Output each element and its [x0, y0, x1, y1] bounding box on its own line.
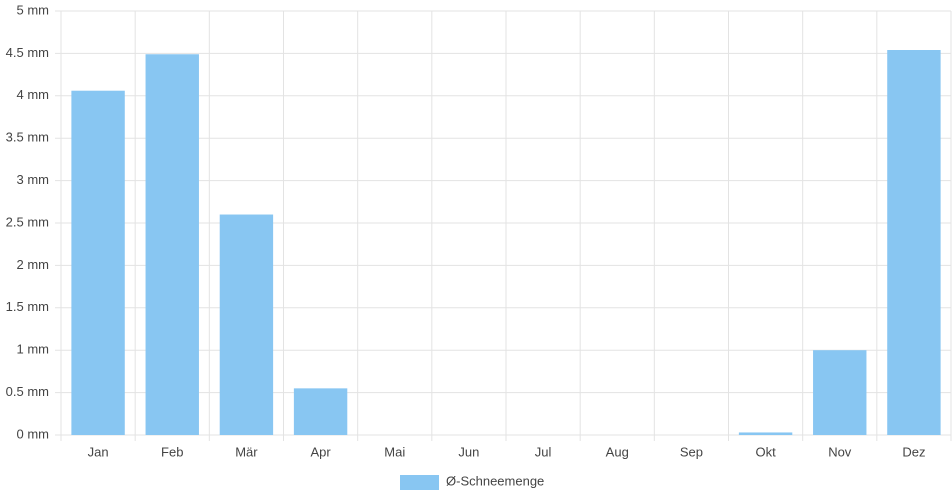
- y-tick-label: 4.5 mm: [6, 45, 49, 60]
- x-tick-label: Apr: [310, 444, 331, 459]
- y-tick-label: 2 mm: [17, 257, 50, 272]
- y-tick-label: 1.5 mm: [6, 299, 49, 314]
- bar: [738, 432, 793, 435]
- x-tick-label: Dez: [902, 444, 925, 459]
- bar: [293, 388, 348, 435]
- x-tick-label: Jan: [88, 444, 109, 459]
- bar: [813, 350, 867, 435]
- x-tick-label: Nov: [828, 444, 852, 459]
- y-tick-label: 3.5 mm: [6, 130, 49, 145]
- x-tick-label: Jul: [535, 444, 552, 459]
- x-tick-label: Okt: [755, 444, 776, 459]
- bar: [887, 50, 941, 436]
- x-tick-label: Sep: [680, 444, 703, 459]
- bar: [145, 54, 199, 436]
- y-tick-label: 2.5 mm: [6, 214, 49, 229]
- x-tick-label: Jun: [458, 444, 479, 459]
- x-tick-label: Mär: [235, 444, 258, 459]
- bar: [219, 214, 274, 435]
- x-tick-label: Mai: [384, 444, 405, 459]
- y-tick-label: 0 mm: [17, 426, 50, 441]
- y-tick-label: 5 mm: [17, 2, 50, 17]
- legend-label: Ø-Schneemenge: [446, 473, 544, 488]
- bar: [71, 90, 125, 435]
- y-tick-label: 4 mm: [17, 87, 50, 102]
- y-tick-label: 0.5 mm: [6, 384, 49, 399]
- legend-swatch: [400, 475, 439, 490]
- y-tick-label: 3 mm: [17, 172, 50, 187]
- y-tick-label: 1 mm: [17, 342, 50, 357]
- x-tick-label: Aug: [606, 444, 629, 459]
- x-tick-label: Feb: [161, 444, 183, 459]
